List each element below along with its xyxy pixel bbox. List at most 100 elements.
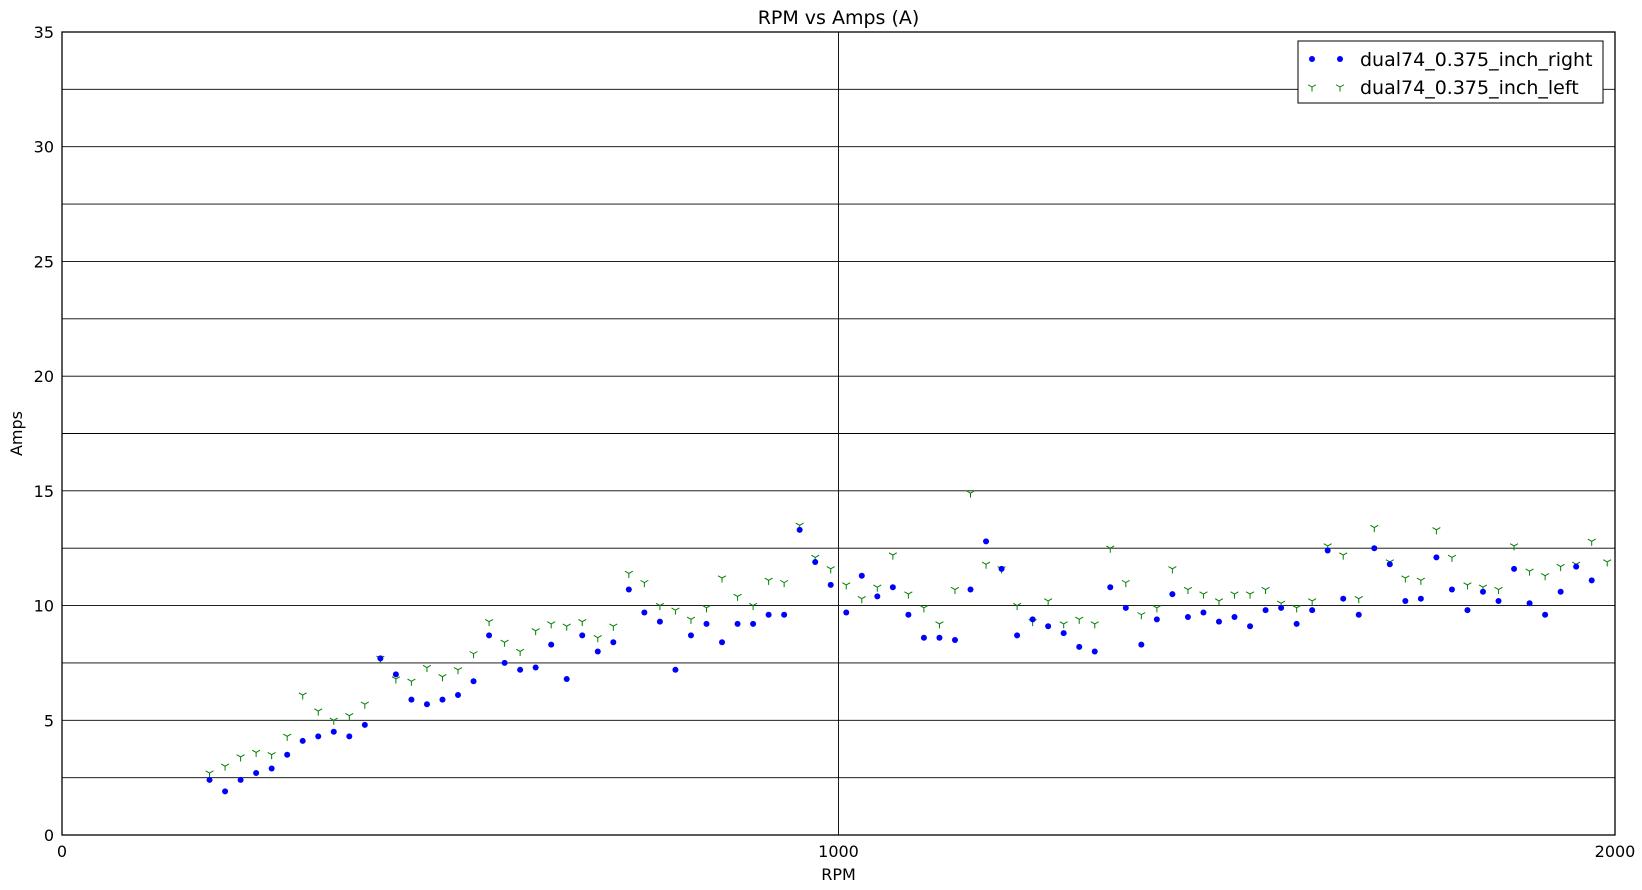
data-point	[1278, 604, 1285, 611]
data-point	[578, 618, 587, 627]
data-point	[719, 639, 726, 646]
data-point	[1417, 595, 1424, 602]
data-point	[687, 632, 694, 639]
data-point	[981, 561, 991, 569]
data-point	[1121, 579, 1130, 588]
data-point	[873, 584, 882, 592]
data-layer	[205, 490, 1612, 795]
chart-title: RPM vs Amps (A)	[758, 7, 920, 29]
data-point	[1153, 616, 1160, 623]
data-point	[1448, 586, 1455, 593]
data-point	[1245, 591, 1255, 599]
data-point	[205, 770, 214, 778]
data-point	[314, 708, 323, 716]
data-point	[237, 776, 244, 783]
data-point	[609, 623, 618, 631]
y-tick-label: 35	[34, 23, 54, 42]
data-point	[283, 733, 292, 741]
data-point	[1230, 591, 1239, 599]
data-point	[500, 639, 509, 647]
data-point	[967, 586, 974, 593]
data-point	[750, 620, 757, 627]
x-axis-label: RPM	[821, 865, 856, 884]
data-point	[686, 616, 696, 624]
data-point	[1556, 563, 1565, 572]
data-point	[1370, 524, 1379, 533]
x-tick-label: 2000	[1595, 842, 1636, 861]
legend-label: dual74_0.375_inch_right	[1360, 49, 1593, 71]
data-point	[857, 596, 866, 604]
data-point	[1603, 559, 1612, 567]
legend-marker	[1307, 84, 1317, 92]
data-point	[641, 609, 648, 616]
data-point	[1355, 611, 1362, 618]
data-point	[1433, 554, 1440, 561]
y-tick-label: 5	[44, 711, 54, 730]
data-point	[579, 632, 586, 639]
data-point	[672, 666, 679, 673]
data-point	[1371, 545, 1378, 552]
data-point	[1060, 630, 1067, 637]
data-point	[484, 618, 494, 627]
data-point	[593, 635, 602, 643]
data-point	[1199, 591, 1208, 599]
data-point	[1261, 586, 1270, 595]
y-tick-label: 25	[34, 252, 54, 271]
data-point	[1511, 565, 1518, 572]
series-dot	[206, 526, 1595, 795]
data-point	[1091, 648, 1098, 655]
legend-marker	[1309, 56, 1315, 62]
data-point	[1494, 586, 1503, 595]
legend-marker	[1335, 84, 1345, 92]
y-axis-label: Amps	[7, 411, 26, 456]
data-point	[1588, 577, 1595, 584]
data-point	[625, 586, 632, 593]
data-point	[486, 632, 493, 639]
data-point	[453, 667, 463, 675]
data-point	[764, 577, 773, 585]
data-point	[1059, 621, 1068, 629]
data-point	[1214, 598, 1224, 606]
data-point	[392, 671, 399, 678]
data-point	[1542, 611, 1549, 618]
data-point	[1200, 609, 1207, 616]
data-point	[983, 538, 990, 545]
data-point	[1525, 568, 1534, 576]
legend-box	[1297, 40, 1604, 104]
data-point	[360, 701, 369, 709]
data-point	[391, 676, 401, 684]
data-point	[1152, 605, 1162, 613]
data-point	[1184, 614, 1191, 621]
data-point	[874, 593, 881, 600]
data-point	[236, 754, 245, 762]
data-point	[515, 648, 525, 656]
legend-label: dual74_0.375_inch_left	[1360, 77, 1579, 99]
data-point	[1587, 538, 1596, 546]
data-point	[610, 639, 617, 646]
data-point	[796, 526, 803, 533]
data-point	[702, 605, 711, 613]
data-point	[1308, 598, 1317, 606]
data-point	[1043, 598, 1053, 606]
data-point	[951, 636, 958, 643]
y-tick-label: 30	[34, 138, 54, 157]
data-point	[345, 713, 354, 721]
data-point	[1014, 632, 1021, 639]
data-point	[1122, 604, 1129, 611]
y-tick-label: 10	[34, 597, 54, 616]
data-point	[858, 572, 865, 579]
data-point	[377, 655, 384, 662]
data-point	[1168, 566, 1177, 574]
data-point	[905, 611, 912, 618]
data-point	[826, 566, 835, 574]
data-point	[563, 675, 570, 682]
data-point	[547, 621, 556, 629]
data-point	[1432, 527, 1441, 535]
data-point	[1479, 588, 1486, 595]
data-point	[1215, 618, 1222, 625]
plot-frame	[61, 31, 1616, 836]
data-point	[517, 666, 524, 673]
data-point	[1416, 577, 1426, 585]
